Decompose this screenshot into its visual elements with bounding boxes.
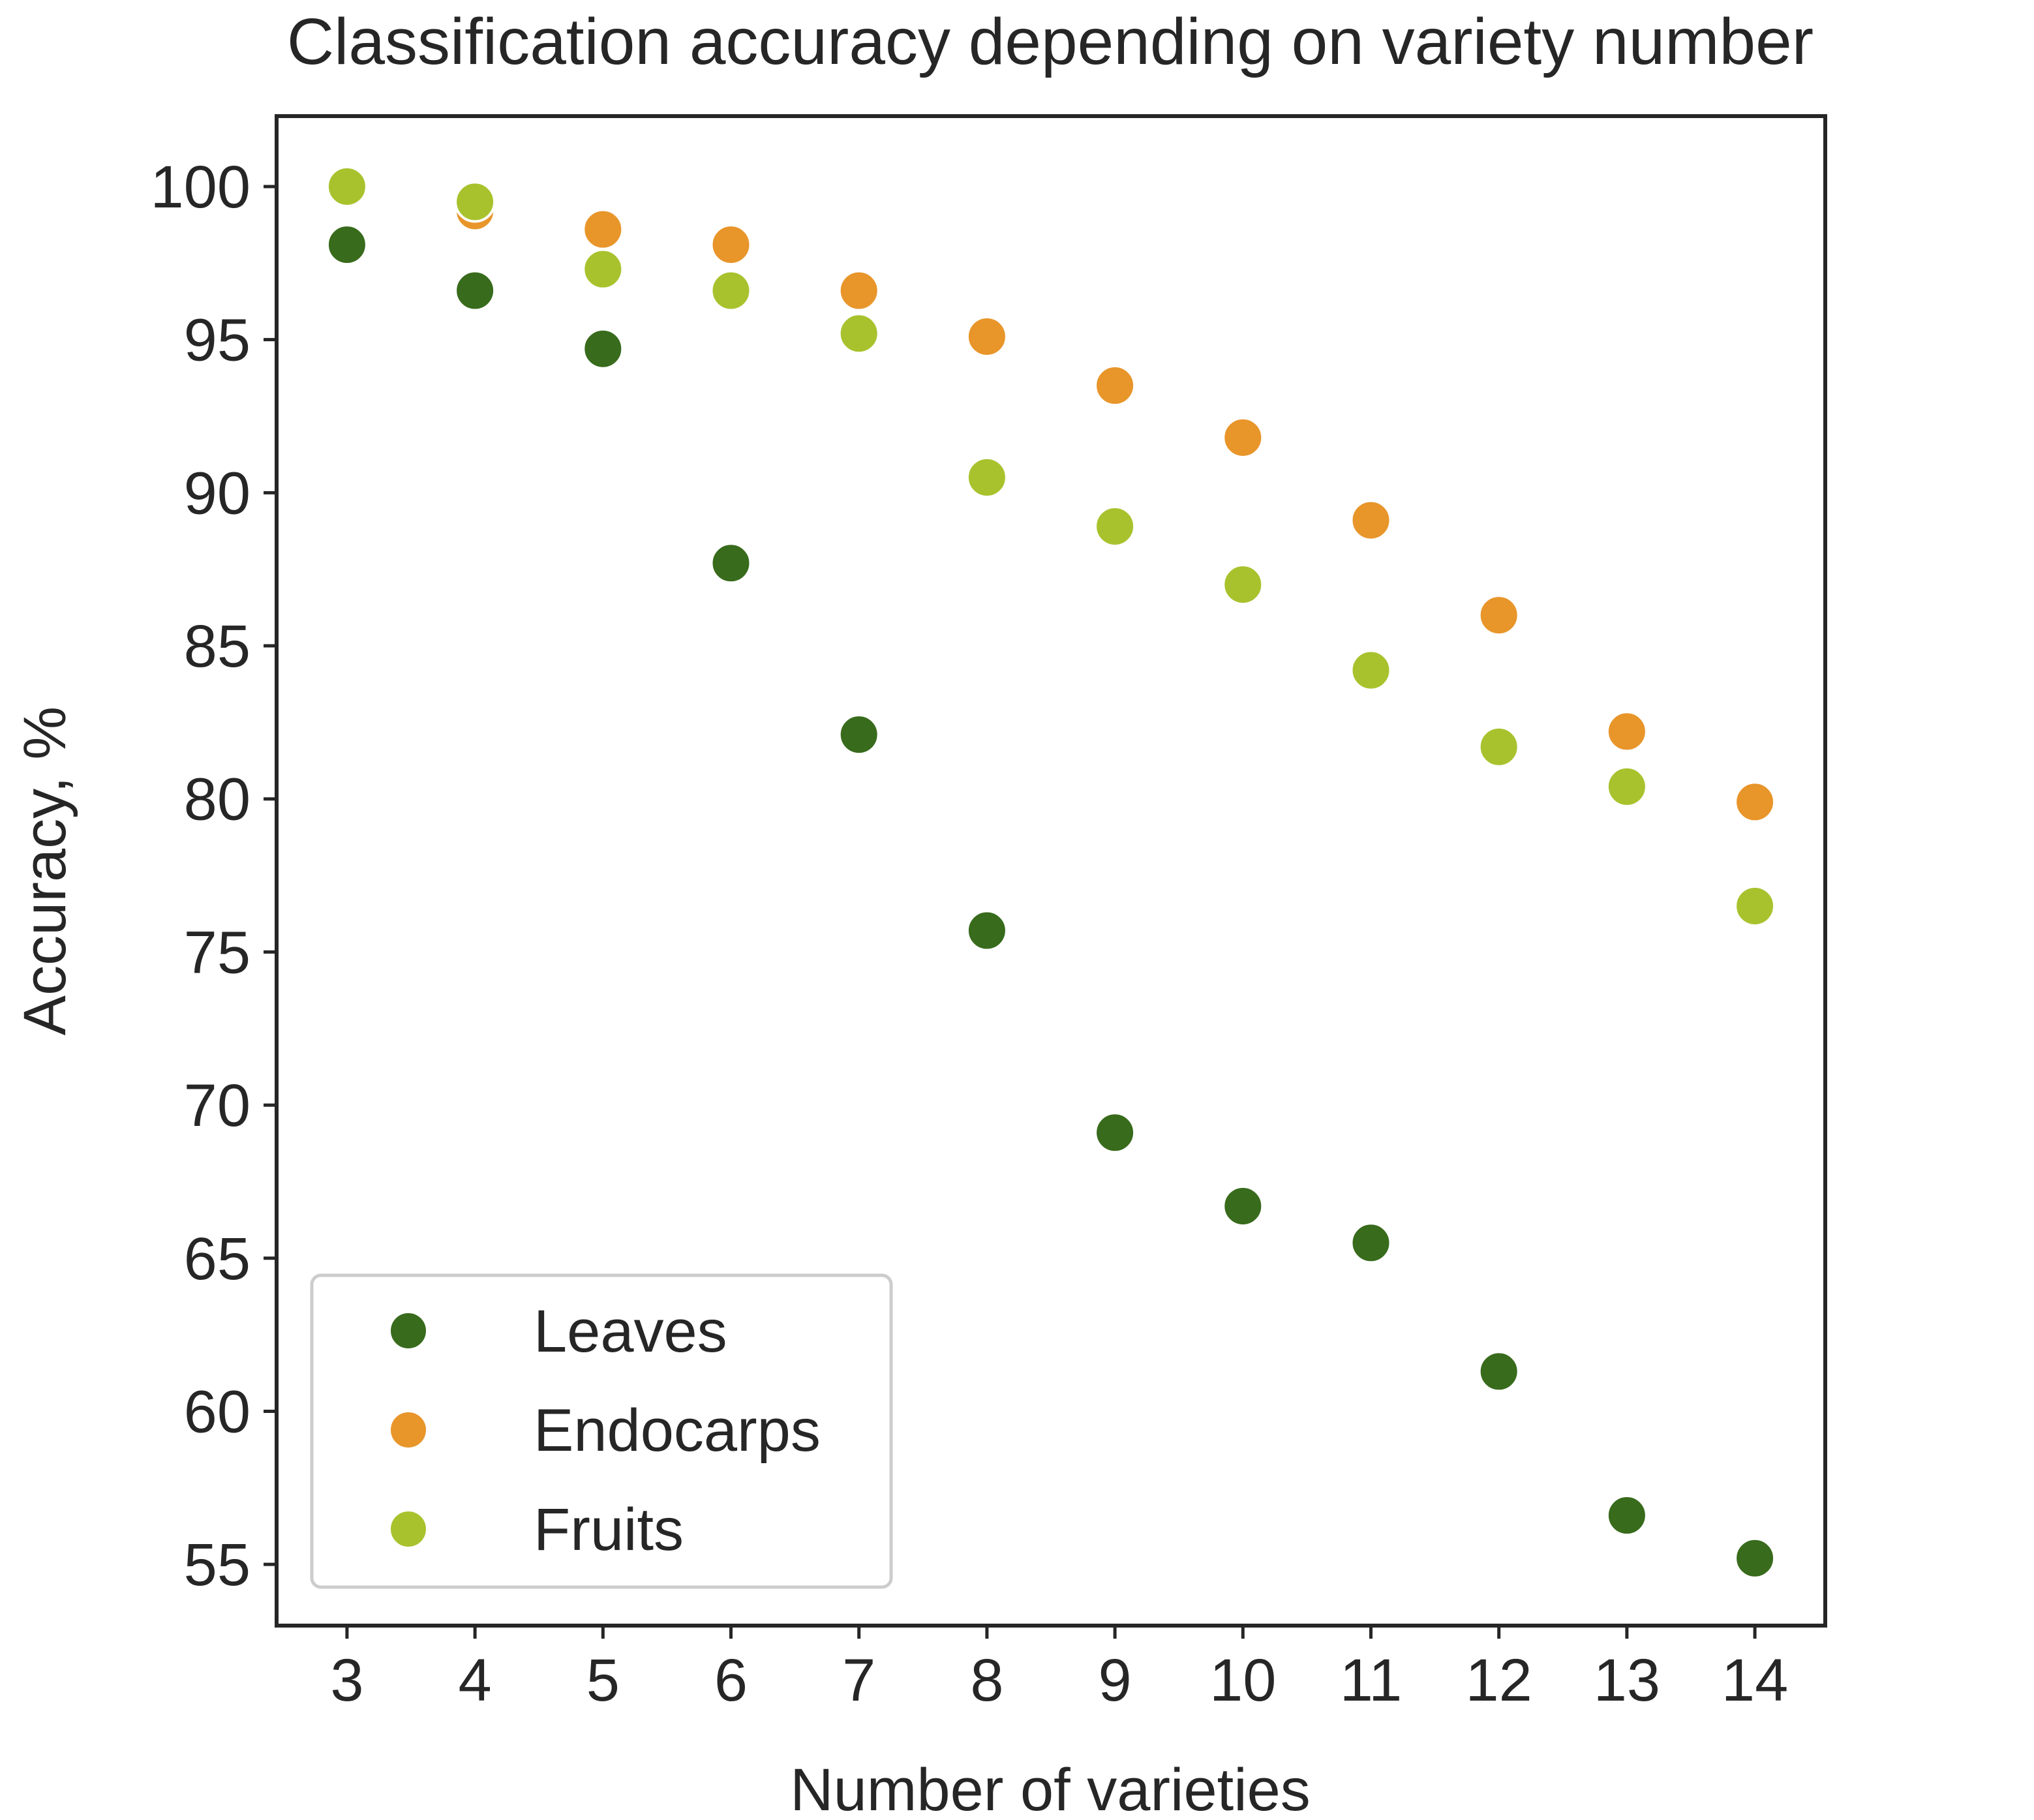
y-tick-label: 70 <box>184 1072 250 1139</box>
data-point-fruits <box>1094 505 1136 547</box>
data-point-fruits <box>1478 725 1520 768</box>
x-tick-label: 13 <box>1594 1647 1660 1714</box>
data-point-leaves <box>1350 1222 1392 1264</box>
data-points <box>326 165 1776 1579</box>
x-tick-label: 12 <box>1466 1647 1532 1714</box>
data-point-fruits <box>1734 885 1776 927</box>
plot-area <box>275 114 1827 1628</box>
data-point-fruits <box>838 312 880 355</box>
y-axis-label: Accuracy, % <box>12 706 78 1035</box>
data-point-leaves <box>1478 1350 1520 1393</box>
x-tick-label: 6 <box>714 1647 748 1714</box>
y-tick-label: 75 <box>184 919 250 986</box>
data-point-fruits <box>326 165 368 207</box>
data-point-endocarps <box>1222 416 1264 459</box>
data-point-fruits <box>1605 765 1648 808</box>
y-axis: 55 60 65 70 75 80 85 90 95 100 <box>151 154 277 1598</box>
data-point-leaves <box>1605 1494 1648 1537</box>
data-point-leaves <box>1094 1112 1136 1154</box>
legend-marker-leaves <box>388 1311 429 1351</box>
y-tick-label: 90 <box>184 460 250 526</box>
data-point-fruits <box>710 269 752 312</box>
y-tick-label: 65 <box>184 1226 250 1292</box>
data-point-leaves <box>710 542 752 584</box>
legend-label-endocarps: Endocarps <box>534 1397 821 1464</box>
y-tick-label: 55 <box>184 1532 250 1598</box>
y-tick-label: 60 <box>184 1378 250 1445</box>
data-point-fruits <box>1222 564 1264 606</box>
x-tick-label: 3 <box>330 1647 363 1714</box>
data-point-leaves <box>965 909 1008 952</box>
data-point-fruits <box>454 181 496 223</box>
data-point-endocarps <box>1478 594 1520 637</box>
data-point-leaves <box>326 224 368 266</box>
y-tick-label: 100 <box>151 154 251 220</box>
data-point-fruits <box>582 248 624 290</box>
legend-marker-fruits <box>388 1509 429 1549</box>
data-point-leaves <box>582 327 624 370</box>
y-tick-label: 95 <box>184 307 250 374</box>
legend-label-leaves: Leaves <box>534 1298 727 1365</box>
x-tick-label: 14 <box>1722 1647 1788 1714</box>
x-tick-label: 7 <box>842 1647 875 1714</box>
data-point-leaves <box>838 714 880 756</box>
data-point-endocarps <box>1605 710 1648 753</box>
legend: Leaves Endocarps Fruits <box>310 1273 893 1589</box>
x-tick-label: 10 <box>1209 1647 1276 1714</box>
x-tick-label: 5 <box>586 1647 620 1714</box>
data-point-endocarps <box>1734 781 1776 823</box>
data-point-endocarps <box>582 208 624 250</box>
data-point-endocarps <box>710 224 752 266</box>
data-point-fruits <box>1350 649 1392 691</box>
x-axis: 3 4 5 6 7 8 9 10 11 12 13 14 <box>330 1626 1788 1714</box>
y-tick-label: 85 <box>184 613 250 680</box>
data-point-endocarps <box>1350 499 1392 541</box>
y-tick-label: 80 <box>184 766 250 833</box>
x-axis-label: Number of varieties <box>790 1757 1311 1820</box>
data-point-endocarps <box>1094 365 1136 407</box>
x-tick-label: 8 <box>970 1647 1003 1714</box>
x-tick-label: 4 <box>459 1647 492 1714</box>
chart-title: Classification accuracy depending on var… <box>287 5 1814 78</box>
legend-box <box>310 1273 893 1589</box>
data-point-fruits <box>965 456 1008 498</box>
legend-marker-endocarps <box>388 1410 429 1450</box>
data-point-endocarps <box>965 315 1008 357</box>
data-point-leaves <box>1734 1537 1776 1579</box>
x-tick-label: 9 <box>1099 1647 1132 1714</box>
legend-label-fruits: Fruits <box>534 1496 684 1563</box>
x-tick-label: 11 <box>1340 1647 1403 1714</box>
data-point-leaves <box>1222 1185 1264 1227</box>
data-point-leaves <box>454 269 496 312</box>
data-point-endocarps <box>838 269 880 312</box>
